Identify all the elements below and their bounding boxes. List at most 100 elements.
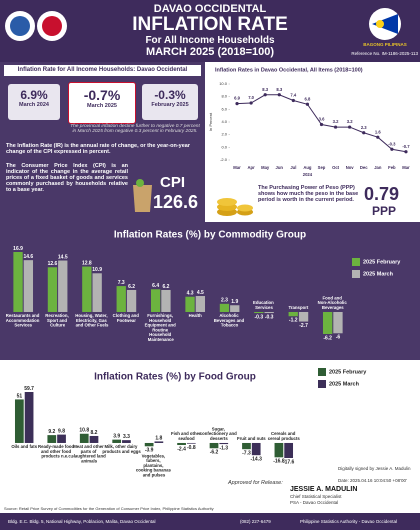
coin bbox=[237, 204, 253, 212]
data-label: 10.8 bbox=[79, 428, 89, 434]
y-tick-label: 6.0 bbox=[221, 106, 227, 111]
x-tick-label: Jan bbox=[374, 165, 382, 170]
data-label: -6 bbox=[336, 335, 341, 341]
bar bbox=[57, 434, 66, 443]
point bbox=[305, 102, 310, 106]
cpi-value: 126.6 bbox=[153, 192, 199, 212]
x-tick-label: Mar bbox=[402, 165, 410, 170]
bar bbox=[92, 273, 102, 312]
period: MARCH 2025 (2018=100) bbox=[145, 46, 275, 58]
bar bbox=[254, 311, 264, 314]
legend-swatch bbox=[352, 258, 360, 266]
brand: BAGONG PILIPINAS bbox=[363, 42, 407, 47]
data-label: -0.8 bbox=[187, 445, 196, 451]
legend-swatch bbox=[318, 380, 326, 388]
x-tick-label: Dec bbox=[360, 165, 368, 170]
data-label: -3.9 bbox=[145, 448, 154, 454]
bar bbox=[186, 442, 196, 444]
category-label: Cereals and cereal products bbox=[268, 431, 301, 441]
office: PSA - Davao Occidental bbox=[290, 499, 339, 505]
category-label: Oils and fats bbox=[11, 444, 37, 449]
bar bbox=[219, 442, 229, 445]
title: INFLATION RATE bbox=[132, 14, 288, 35]
data-label: 7.4 bbox=[290, 93, 296, 98]
signatory: JESSIE A. MADULIN bbox=[290, 486, 358, 493]
point bbox=[319, 122, 324, 127]
data-label: 16.9 bbox=[13, 246, 23, 252]
data-label: 3.9 bbox=[113, 433, 120, 439]
y-tick-label: -2.0 bbox=[220, 157, 228, 162]
data-label: 7.3 bbox=[118, 280, 125, 286]
bar bbox=[47, 267, 58, 312]
category-label: Vegetables, tubers, plantains, cooking b… bbox=[136, 453, 172, 477]
approval-label: Approved for Release: bbox=[228, 480, 283, 486]
category-label: Education Services bbox=[253, 300, 275, 310]
bar bbox=[47, 435, 57, 443]
card-rate: -0.3% bbox=[154, 88, 186, 102]
data-label: 9.8 bbox=[58, 428, 65, 434]
category-label: Fish and other seafood bbox=[171, 431, 202, 441]
bar bbox=[122, 440, 131, 443]
bar bbox=[284, 442, 294, 458]
data-label: -0.3 bbox=[388, 141, 396, 146]
subtitle: For All Income Households bbox=[145, 35, 275, 46]
header bbox=[0, 0, 420, 62]
data-label: -1.2 bbox=[289, 318, 298, 324]
bar bbox=[242, 442, 251, 450]
card: 6.9% March 2024 bbox=[8, 84, 60, 120]
position: Chief Statistical Specialist bbox=[290, 494, 342, 499]
x-tick-label: Jul bbox=[290, 165, 296, 170]
data-label: 6.8 bbox=[305, 96, 311, 101]
data-label: 14.5 bbox=[58, 254, 68, 260]
data-label: 6.9 bbox=[234, 96, 240, 101]
legend-label: 2025 February bbox=[363, 259, 401, 265]
reference: Reference No. IM-1186-2025-113 bbox=[351, 51, 418, 56]
sign-date: Date: 2025.04.16 10:04:50 +08'00' bbox=[338, 478, 407, 483]
flag bbox=[372, 14, 398, 34]
data-label: -7.3 bbox=[242, 451, 251, 457]
x-tick-label: Jun bbox=[276, 165, 284, 170]
data-label: 10.9 bbox=[92, 267, 102, 273]
data-label: 3.6 bbox=[319, 117, 325, 122]
y-tick-label: 4.0 bbox=[221, 119, 227, 124]
bar bbox=[79, 433, 89, 443]
data-label: 3.2 bbox=[347, 119, 353, 124]
data-label: 14.6 bbox=[23, 254, 33, 260]
point bbox=[404, 150, 408, 154]
bar bbox=[14, 399, 24, 443]
chart-title: Inflation Rates in Davao Occidental, All… bbox=[215, 67, 363, 73]
data-label: 1.9 bbox=[231, 299, 238, 305]
category-label: Housing, Water, Electricity, Gas and Oth… bbox=[75, 313, 109, 328]
data-label: 8.3 bbox=[276, 87, 282, 92]
y-axis-label: In Percent bbox=[208, 112, 213, 131]
data-label: 3.3 bbox=[123, 434, 130, 440]
x-tick-label: Sep bbox=[318, 165, 326, 170]
data-label: -6.2 bbox=[323, 335, 332, 341]
point bbox=[277, 93, 281, 97]
point bbox=[348, 125, 352, 129]
data-label: -0.3 bbox=[265, 314, 274, 320]
ppp-label: PPP bbox=[372, 204, 397, 218]
data-label: 8.3 bbox=[262, 87, 268, 92]
bar bbox=[24, 392, 34, 443]
category-label: Furnishings, Household Equipment and Rou… bbox=[145, 313, 177, 342]
footer bbox=[0, 513, 420, 530]
data-label: 12.6 bbox=[48, 261, 58, 267]
data-label: 2.3 bbox=[361, 125, 367, 130]
bar bbox=[154, 441, 164, 443]
bar bbox=[13, 252, 23, 312]
bar bbox=[322, 311, 333, 334]
logo bbox=[42, 16, 62, 36]
bar bbox=[274, 442, 284, 458]
year-label: 2024 bbox=[303, 172, 313, 177]
region: DAVAO OCCIDENTAL bbox=[153, 3, 267, 15]
bar bbox=[230, 305, 240, 312]
data-label: -16.8 bbox=[273, 459, 285, 465]
coins bbox=[217, 198, 253, 216]
psa-logo bbox=[10, 16, 30, 36]
point bbox=[291, 98, 295, 103]
ppp-value: 0.79 bbox=[364, 184, 400, 204]
point bbox=[263, 93, 267, 97]
bar bbox=[112, 439, 122, 443]
